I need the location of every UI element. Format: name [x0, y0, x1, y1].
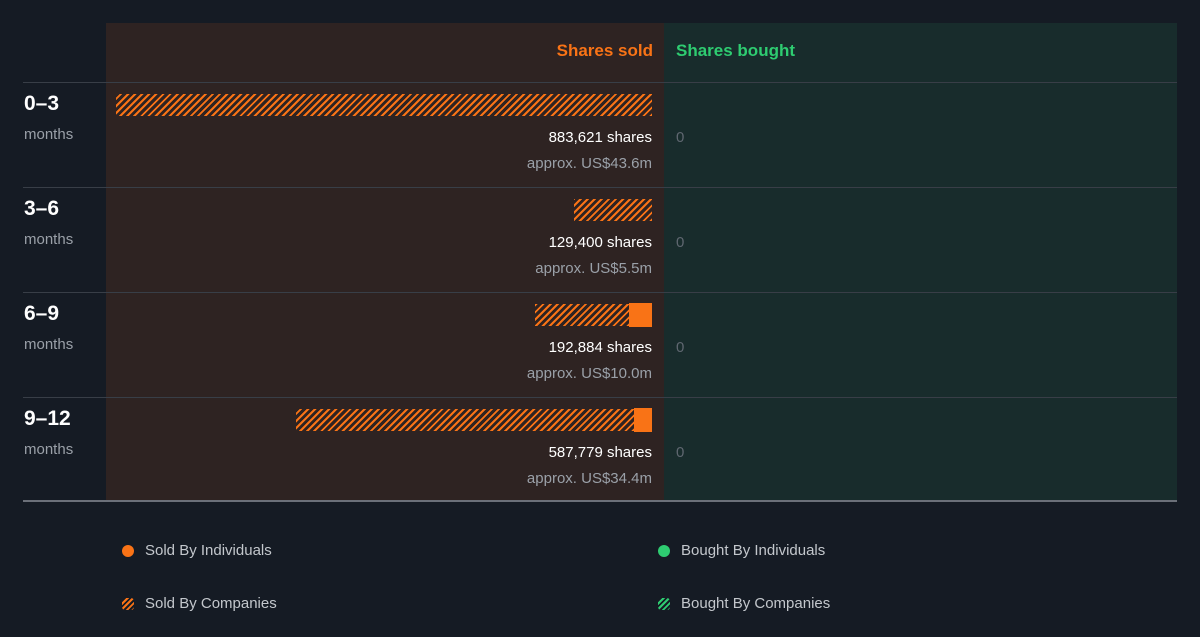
shares-sold-count: 192,884 shares: [548, 339, 652, 356]
shares-bought-count: 0: [676, 234, 685, 251]
shares-sold-count: 129,400 shares: [548, 234, 652, 251]
green-dot-icon: [658, 545, 670, 557]
orange-dot-icon: [122, 545, 134, 557]
shares-sold-count: 883,621 shares: [548, 129, 652, 146]
shares-sold-header: Shares sold: [556, 41, 653, 60]
legend-bought-companies[interactable]: Bought By Companies: [658, 595, 830, 613]
chart-baseline: [23, 500, 1177, 502]
shares-bought-panel: [664, 23, 1177, 501]
period-label: 3–6: [24, 197, 60, 220]
shares-sold-value: approx. US$43.6m: [526, 155, 652, 172]
bar-sold-companies[interactable]: [116, 94, 652, 116]
shares-sold-value: approx. US$10.0m: [526, 365, 652, 382]
shares-sold-count: 587,779 shares: [548, 444, 652, 461]
shares-sold-value: approx. US$5.5m: [535, 260, 652, 277]
period-unit: months: [24, 231, 74, 248]
legend-label: Sold By Companies: [145, 595, 277, 612]
shares-bought-header: Shares bought: [676, 41, 796, 60]
period-unit: months: [24, 441, 74, 458]
orange-striped-icon: [122, 598, 134, 610]
bar-sold-companies[interactable]: [535, 304, 629, 326]
legend-sold-companies[interactable]: Sold By Companies: [122, 595, 277, 613]
green-striped-icon: [658, 598, 670, 610]
shares-bought-count: 0: [676, 339, 685, 356]
period-unit: months: [24, 336, 74, 353]
legend-label: Sold By Individuals: [145, 542, 272, 559]
shares-bought-count: 0: [676, 129, 685, 146]
shares-sold-value: approx. US$34.4m: [526, 470, 652, 487]
legend-sold-individuals[interactable]: Sold By Individuals: [122, 542, 272, 560]
row-separator: [23, 397, 1177, 398]
legend-label: Bought By Companies: [681, 595, 831, 612]
bar-sold-individuals[interactable]: [629, 303, 652, 327]
bar-sold-companies[interactable]: [296, 409, 634, 431]
row-separator: [23, 187, 1177, 188]
row-separator: [23, 292, 1177, 293]
row-separator: [23, 82, 1177, 83]
period-label: 6–9: [24, 302, 60, 325]
bar-sold-companies[interactable]: [574, 199, 652, 221]
period-unit: months: [24, 126, 74, 143]
bar-sold-individuals[interactable]: [634, 408, 652, 432]
period-label: 0–3: [24, 92, 60, 115]
legend-bought-individuals[interactable]: Bought By Individuals: [658, 542, 825, 560]
legend-label: Bought By Individuals: [681, 542, 826, 559]
period-label: 9–12: [24, 407, 71, 430]
shares-bought-count: 0: [676, 444, 685, 461]
